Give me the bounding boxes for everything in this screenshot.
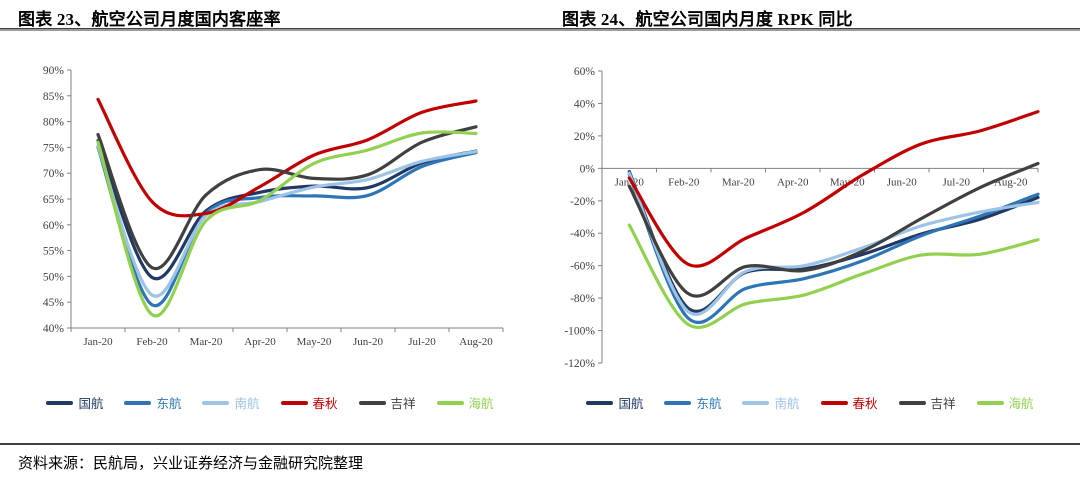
legend-line-swatch xyxy=(820,400,848,405)
series-line-海航 xyxy=(96,130,478,318)
legend-label: 海航 xyxy=(468,397,494,411)
legend-label: 东航 xyxy=(156,397,182,411)
legend-item: 东航 xyxy=(664,393,721,412)
series-line-东航 xyxy=(96,145,478,308)
figure-23-title: 图表 23、航空公司月度国内客座率 xyxy=(18,10,281,29)
y-axis-tick-label: 85% xyxy=(43,91,65,103)
legend-line-swatch xyxy=(436,400,464,405)
x-axis-tick-label: Jul-20 xyxy=(943,176,971,188)
x-axis-tick-label: Apr-20 xyxy=(244,336,276,348)
series-line-吉祥 xyxy=(627,161,1040,298)
legend-item: 海航 xyxy=(976,393,1034,412)
legend-line-swatch xyxy=(46,400,74,405)
y-axis-tick-label: 45% xyxy=(43,297,65,309)
x-axis-tick-label: Mar-20 xyxy=(722,176,755,188)
legend-line-swatch xyxy=(358,400,386,405)
y-axis-tick-label: -80% xyxy=(570,293,595,305)
legend-label: 国航 xyxy=(78,397,104,411)
legend-label: 国航 xyxy=(618,397,644,411)
y-axis-tick-label: 65% xyxy=(43,194,65,206)
legend-line-swatch xyxy=(202,400,230,405)
legend-item: 吉祥 xyxy=(358,393,416,412)
y-axis-tick-label: -60% xyxy=(570,261,595,273)
y-axis-tick-label: 55% xyxy=(43,246,65,258)
y-axis-tick-label: 70% xyxy=(43,168,65,180)
x-axis-tick-label: Feb-20 xyxy=(136,336,168,348)
legend-item: 东航 xyxy=(124,393,181,412)
series-line-南航 xyxy=(627,171,1040,316)
y-axis-tick-label: -40% xyxy=(570,228,595,240)
legend-item: 国航 xyxy=(46,393,103,412)
rpk-chart: 60% 40% 20% 0% -20% -40% -60% -80% -100% -120% Jan… xyxy=(540,55,1080,427)
x-axis-tick-label: Aug-20 xyxy=(459,336,493,348)
legend-item: 春秋 xyxy=(820,393,878,412)
legend-item: 春秋 xyxy=(280,393,338,412)
legend-line-swatch xyxy=(898,400,926,405)
series-line-国航 xyxy=(96,139,478,281)
load-factor-canvas: 90% 85% 80% 75% 70% 65% 60% 55% 50% 45% 40% Jan-20 F… xyxy=(43,65,504,348)
x-axis-tick-label: Jun-20 xyxy=(887,176,917,188)
x-axis-tick-label: Apr-20 xyxy=(777,176,809,188)
y-axis-tick-label: 40% xyxy=(43,323,65,335)
y-axis-tick-label: 40% xyxy=(574,98,596,110)
y-axis-tick-label: 60% xyxy=(574,66,596,78)
legend-item: 南航 xyxy=(202,393,260,412)
legend-label: 春秋 xyxy=(852,397,878,411)
legend-line-swatch xyxy=(976,400,1004,405)
series-line-东航 xyxy=(627,173,1040,325)
x-axis-tick-label: May-20 xyxy=(297,336,332,348)
legend-item: 海航 xyxy=(436,393,494,412)
legend-line-swatch xyxy=(586,400,614,405)
figure-24-title: 图表 24、航空公司国内月度 RPK 同比 xyxy=(562,10,853,29)
x-axis-tick-label: Jan-20 xyxy=(615,176,645,188)
rpk-legend: 国航 东航 南航 春秋 吉祥 海航 xyxy=(540,393,1080,412)
legend-label: 海航 xyxy=(1008,397,1034,411)
y-axis-tick-label: -20% xyxy=(570,196,595,208)
header-divider xyxy=(0,28,1080,31)
legend-line-swatch xyxy=(664,400,692,405)
y-axis-tick-label: 20% xyxy=(574,131,596,143)
rpk-canvas: 60% 40% 20% 0% -20% -40% -60% -80% -100% -120% Jan… xyxy=(564,66,1040,370)
y-axis-tick-label: 50% xyxy=(43,271,65,283)
legend-line-swatch xyxy=(280,400,308,405)
y-axis-tick-label: 80% xyxy=(43,117,65,129)
load-factor-chart: 90% 85% 80% 75% 70% 65% 60% 55% 50% 45% 40% Jan-20 F… xyxy=(0,55,540,427)
y-axis-tick-label: -100% xyxy=(564,326,595,338)
y-axis-tick-label: 90% xyxy=(43,65,65,77)
y-axis-tick-label: 0% xyxy=(580,163,596,175)
y-axis-tick-label: -120% xyxy=(564,358,595,370)
x-axis-tick-label: Jul-20 xyxy=(408,336,436,348)
legend-line-swatch xyxy=(742,400,770,405)
legend-label: 春秋 xyxy=(312,397,338,411)
legend-item: 南航 xyxy=(742,393,800,412)
legend-label: 南航 xyxy=(234,397,260,411)
legend-label: 南航 xyxy=(774,397,800,411)
legend-item: 国航 xyxy=(586,393,643,412)
x-axis-tick-label: Jan-20 xyxy=(83,336,113,348)
y-axis-tick-label: 60% xyxy=(43,220,65,232)
source-note: 资料来源：民航局，兴业证券经济与金融研究院整理 xyxy=(18,456,364,472)
load-factor-legend: 国航 东航 南航 春秋 吉祥 海航 xyxy=(0,393,540,412)
legend-item: 吉祥 xyxy=(898,393,956,412)
footer-divider xyxy=(0,443,1080,445)
series-line-国航 xyxy=(627,170,1040,313)
legend-line-swatch xyxy=(124,400,152,405)
series-line-春秋 xyxy=(627,110,1040,268)
legend-label: 吉祥 xyxy=(390,397,416,411)
y-axis-tick-label: 75% xyxy=(43,142,65,154)
x-axis-tick-label: Jun-20 xyxy=(353,336,383,348)
x-axis-tick-label: Mar-20 xyxy=(190,336,223,348)
legend-label: 吉祥 xyxy=(930,397,956,411)
series-line-海航 xyxy=(627,223,1040,329)
series-line-春秋 xyxy=(96,97,478,218)
legend-label: 东航 xyxy=(696,397,722,411)
series-line-吉祥 xyxy=(96,125,478,271)
x-axis-tick-label: Feb-20 xyxy=(668,176,700,188)
